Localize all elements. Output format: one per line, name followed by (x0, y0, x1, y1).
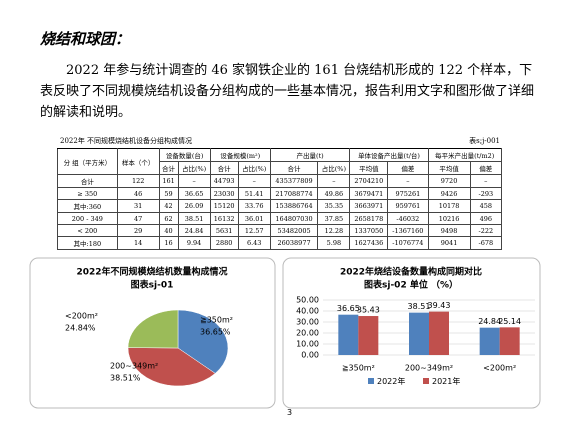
bar (358, 316, 379, 355)
table-row: 分 组（平方米） 样本（个） 设备数量(台) 设备规模(m²) 产出量(t) 单体设备产出… (57, 148, 503, 175)
table-cell: -1076774 (387, 236, 429, 250)
bar (338, 314, 359, 355)
legend-label: 2021年 (432, 376, 460, 386)
table-cell: 9041 (427, 236, 471, 250)
y-tick-label: 30.00 (296, 318, 319, 327)
legend-swatch (423, 378, 429, 384)
chart-title: 2022年不同规模烧结机数量构成情况 (76, 266, 227, 278)
chart-subtitle: 图表sj-02 单位 （%） (364, 279, 458, 291)
table-row: 其中:180 14 16 9.94 2880 6.43 26038977 5.98 162743… (57, 236, 503, 250)
table-cell: 16 (158, 236, 179, 250)
table: 分 组（平方米） 样本（个） 设备数量(台) 设备规模(m²) 产出量(t) 单体设备产出… (57, 148, 503, 250)
value-label: 38.51 (408, 302, 431, 311)
value-label: 25.14 (498, 317, 521, 326)
table-code: 表s;j-001 (469, 137, 500, 145)
bar (479, 327, 500, 355)
bar (409, 312, 429, 355)
slice-category: ≧350m² (200, 316, 233, 325)
bar (429, 311, 449, 355)
table-cell: 5.98 (317, 236, 351, 250)
x-tick-label: ≧350m² (342, 364, 375, 373)
table-cell: 26038977 (269, 236, 319, 250)
y-tick-label: 0.00 (301, 351, 319, 360)
table-caption: 2022年 不同规模烧结机设备分组构成情况 (60, 137, 193, 145)
bar (499, 327, 520, 355)
table-cell: 6.43 (237, 236, 271, 250)
table-row: < 200 29 40 24.84 5631 12.57 53482005 12.28 1337… (57, 224, 503, 237)
chart-title: 2022年烧结设备数量构成同期对比 (340, 266, 482, 278)
value-label: 35.43 (357, 306, 380, 315)
x-tick-label: <200m² (483, 364, 516, 373)
table-cell: 14 (116, 236, 160, 250)
paragraph: 2022 年参与统计调查的 46 家钢铁企业的 161 台烧结机形成的 122 … (40, 63, 535, 120)
slice-label: 38.51% (110, 374, 141, 383)
table-cell: 分 组（平方米） (57, 148, 118, 175)
legend-swatch (368, 378, 374, 384)
chart-subtitle: 图表sj-01 (131, 279, 174, 291)
table-cell: 496 (469, 212, 503, 225)
value-label: 36.65 (337, 304, 360, 313)
table-cell: – (177, 174, 211, 188)
y-tick-label: 10.00 (296, 340, 319, 349)
legend-label: 2022年 (377, 376, 405, 386)
value-label: 39.43 (428, 301, 451, 310)
slice-label: 36.65% (200, 328, 231, 337)
table-cell: 占比(%) (237, 161, 271, 175)
slice-category: <200m² (65, 312, 98, 321)
heading: 烧结和球团： (40, 30, 131, 48)
pie-slice (127, 347, 216, 387)
table-row: 合计 占比(%) 合计 占比(%) 合计 占比(%) 平均值 偏差 平均值 偏差 (58, 161, 503, 175)
y-tick-label: 40.00 (296, 307, 319, 316)
table-caption-row: 2022年 不同规模烧结机设备分组构成情况 表s;j-001 (60, 136, 500, 146)
y-tick-label: 20.00 (296, 329, 319, 338)
y-tick-label: 50.00 (296, 296, 319, 305)
slice-category: 200~349m² (110, 362, 158, 371)
value-label: 24.84 (478, 317, 501, 326)
pie-slice (127, 309, 179, 349)
x-tick-label: 200~349m² (405, 364, 453, 373)
table-cell: 9.94 (177, 236, 211, 250)
page-number: 3 (286, 408, 293, 417)
table-cell: -678 (469, 236, 503, 250)
slice-label: 24.84% (65, 324, 96, 333)
pie-slice (177, 309, 229, 374)
table-cell: 1627436 (349, 236, 389, 250)
